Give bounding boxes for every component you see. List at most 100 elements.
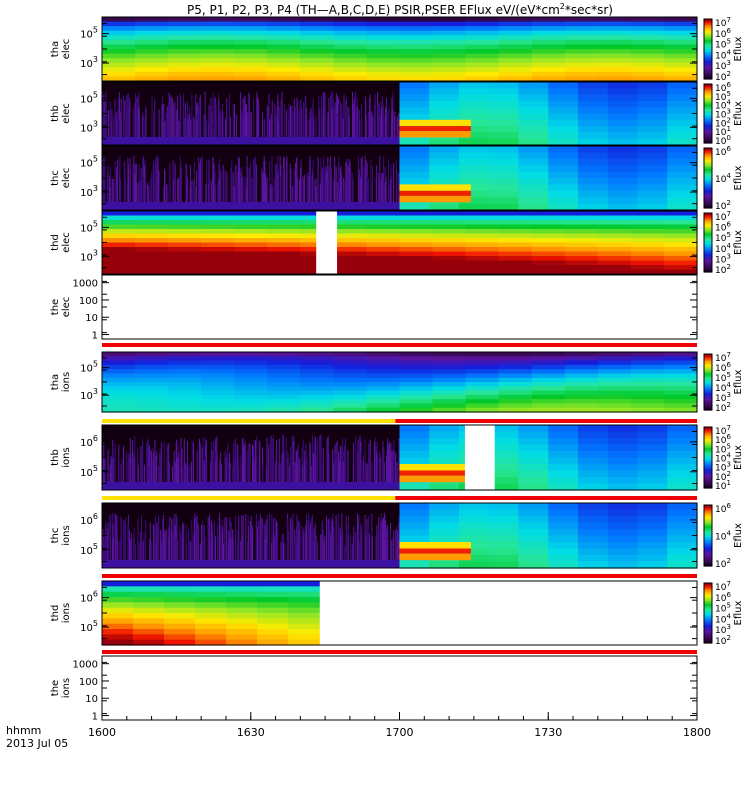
panel-thd-elec-cell [597,229,632,235]
panel-thc-elec-burst [399,195,471,203]
panel-tha-ions-cell [597,377,632,383]
panel-tha-elec-cell [531,67,566,73]
panel-tha-ions-cell [465,399,500,405]
panel-thd-elec-colorbar-swatch [704,260,712,263]
cbtick-base: 10 [715,213,727,223]
panel-thd-ions-cell [164,639,196,646]
panel-tha-ions-cell [234,352,268,357]
panel-thc-elec-noise [180,168,182,210]
panel-thb-elec-cell [548,138,579,146]
panel-thb-elec-cell [578,100,609,108]
panel-thc-elec-ylabel-line: elec [61,168,72,189]
panel-thc-ions-cell [607,535,639,543]
panel-thb-ions-colorbar-swatch [704,483,712,486]
panel-thd-ions-colorbar-swatch [704,623,712,626]
panel-thc-ions-noise [366,518,368,568]
panel-thb-ions-cell [667,438,698,446]
panel-tha-ions-colorbar-swatch [704,370,712,373]
panel-thc-elec-noise [219,167,221,210]
panel-thb-elec-noise [120,111,122,145]
panel-tha-ions-cell [102,364,136,370]
panel-thb-elec-cell [607,138,639,146]
panel-thc-elec-colorbar-swatch [704,175,712,178]
panel-tha-ions-colorbar-swatch [704,397,712,400]
panel-thb-ions-cell [637,457,668,465]
panel-tha-elec-cell [333,62,368,68]
panel-thc-elec-noise [119,155,121,210]
panel-thb-ions-noise [229,452,230,490]
panel-thb-ions-noise [132,450,134,490]
panel-thb-ions-cell [548,444,579,452]
panel-thc-ions-noise [164,529,166,568]
panel-thd-elec-cell [201,211,235,217]
panel-thb-elec-cell [429,138,460,146]
panel-thc-ions-colorbar-swatch [704,537,712,540]
panel-tha-ions-colorbar-swatch [704,384,712,387]
panel-thc-elec-noise [148,185,150,210]
panel-tha-elec-colorbar-swatch [704,32,712,35]
panel-thb-elec-colorbar-swatch [704,129,712,132]
panel-thc-elec-noise [213,184,215,210]
cbtick-base: 10 [715,615,727,625]
panel-thc-ions-noise [209,514,211,568]
panel-thb-elec-cell [488,82,520,89]
panel-thb-elec-noise [332,121,333,145]
panel-tha-ions-cell [234,364,268,370]
panel-thb-elec-noise [262,119,264,145]
panel-the-ions-ytick-label: 10 [85,694,98,705]
panel-thd-ions-colorbar-swatch [704,640,712,643]
panel-tha-elec-colorbar-swatch [704,40,712,43]
panel-thb-ions-noise [153,453,155,490]
panel-thc-elec-noise [389,185,391,210]
panel-thb-elec-noise [245,104,247,145]
panel-thb-ions-noise [128,455,130,490]
panel-thd-elec-cell [234,233,268,239]
panel-tha-elec-cell [102,76,136,82]
panel-thd-elec-cell [498,229,533,235]
panel-thc-ions-noise [112,524,114,568]
panel-thc-ions-noise [236,543,238,568]
panel-thd-ions-cell [164,586,196,593]
panel-tha-ions-cell [630,399,665,405]
panel-thc-ions-colorbar-swatch [704,518,712,521]
panel-thd-elec-cell [498,211,533,217]
panel-thb-ions-noise [366,462,368,490]
panel-thd-elec-cell [630,251,665,257]
panel-thd-ions-cell [164,629,196,635]
panel-thc-ions-noise [360,523,362,568]
panel-thb-elec-noise [190,119,192,145]
panel-thb-elec-noise [132,107,134,145]
panel-thb-ions-cell [667,483,698,491]
panel-tha-elec-colorbar-swatch [704,67,712,70]
panel-thd-elec-cell [135,233,169,239]
panel-thd-elec-cell [168,238,202,244]
panel-thc-ions-cell [518,542,549,550]
panel-thc-elec-noise [231,159,233,210]
panel-tha-ions-cell [465,364,500,370]
panel-tha-ions-colorbar-swatch [704,358,712,361]
panel-thc-elec-cell [578,171,609,179]
panel-thc-ions-noise [251,525,253,568]
panel-thc-ions-noise [138,542,140,568]
panel-thc-elec-cell [518,165,549,173]
panel-the-ions-frame [101,655,698,721]
panel-thb-elec-noise [188,114,190,145]
panel-thb-ions-cell [637,470,668,478]
panel-thb-ions-cell [607,464,639,472]
panel-thb-elec-noise [124,120,126,145]
ytick-exponent: 5 [93,542,98,551]
panel-thd-elec-cell [663,229,698,235]
panel-thd-elec-cell [432,233,467,239]
panel-thc-elec-noise [388,158,389,210]
panel-thb-elec-colorbar-swatch [704,116,712,119]
panel-thc-elec-cell [518,178,549,185]
panel-thd-elec-cell [663,260,698,266]
panel-thc-ions-cell [518,516,549,524]
panel-thc-ions-noise [161,539,163,568]
panel-thb-elec-noise [391,97,393,145]
panel-thd-elec-cell [531,238,566,244]
panel-thc-elec-cell [607,178,639,185]
panel-tha-elec-cell [168,49,202,55]
panel-thc-elec-colorbar-swatch [704,194,712,197]
panel-thb-ions-cell [518,470,549,478]
